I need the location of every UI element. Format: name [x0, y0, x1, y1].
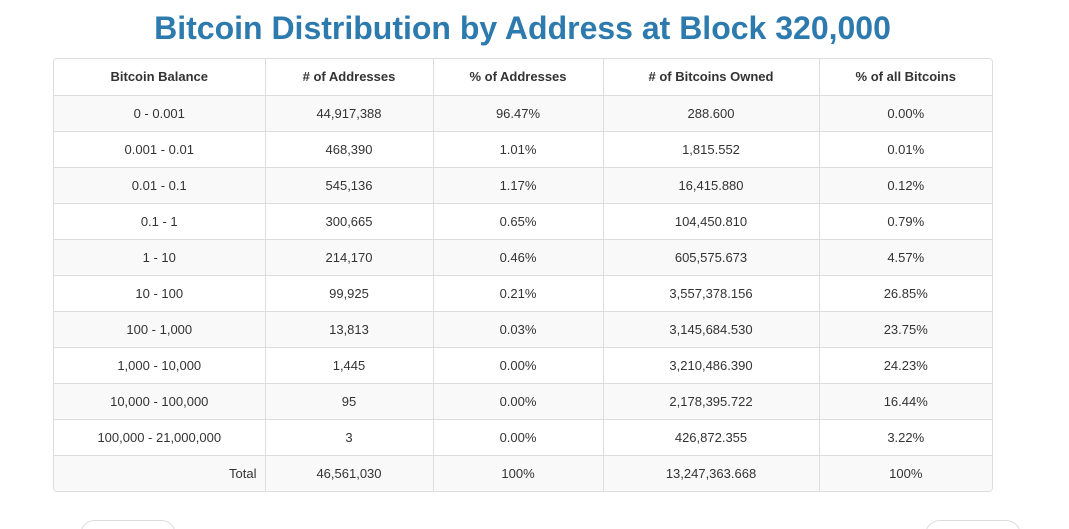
pct-addresses-cell: 1.01% — [432, 130, 604, 168]
pct-bitcoins-cell: 0.12% — [818, 166, 992, 204]
pct-bitcoins-cell: 24.23% — [818, 346, 992, 384]
pct-addresses-cell: 0.65% — [432, 202, 604, 240]
num-bitcoins-cell: 3,210,486.390 — [602, 346, 820, 384]
num-addresses-cell: 99,925 — [264, 274, 434, 312]
num-addresses-cell: 13,813 — [264, 310, 434, 348]
pct-bitcoins-cell: 26.85% — [818, 274, 992, 312]
distribution-table: Bitcoin Balance # of Addresses % of Addr… — [54, 59, 992, 491]
column-header-num-bitcoins[interactable]: # of Bitcoins Owned — [602, 59, 820, 96]
num-bitcoins-cell: 288.600 — [602, 94, 820, 132]
total-row: Total 46,561,030 100% 13,247,363.668 100% — [54, 454, 992, 491]
column-header-bitcoin-balance[interactable]: Bitcoin Balance — [54, 59, 266, 96]
pct-bitcoins-cell: 16.44% — [818, 382, 992, 420]
pct-bitcoins-cell: 0.01% — [818, 130, 992, 168]
num-addresses-cell: 545,136 — [264, 166, 434, 204]
num-addresses-cell: 3 — [264, 418, 434, 456]
pct-bitcoins-cell: 23.75% — [818, 310, 992, 348]
total-bitcoins-cell: 13,247,363.668 — [602, 454, 820, 491]
bitcoin-balance-cell: 1,000 - 10,000 — [54, 346, 266, 384]
num-addresses-cell: 300,665 — [264, 202, 434, 240]
bitcoin-balance-cell: 100 - 1,000 — [54, 310, 266, 348]
table-row: 1 - 10 214,170 0.46% 605,575.673 4.57% — [54, 238, 992, 276]
num-bitcoins-cell: 3,557,378.156 — [602, 274, 820, 312]
total-addresses-cell: 46,561,030 — [264, 454, 434, 491]
table-row: 0.1 - 1 300,665 0.65% 104,450.810 0.79% — [54, 202, 992, 240]
num-bitcoins-cell: 605,575.673 — [602, 238, 820, 276]
pct-addresses-cell: 0.21% — [432, 274, 604, 312]
num-addresses-cell: 214,170 — [264, 238, 434, 276]
num-addresses-cell: 44,917,388 — [264, 94, 434, 132]
pct-addresses-cell: 1.17% — [432, 166, 604, 204]
table-body: 0 - 0.001 44,917,388 96.47% 288.600 0.00% 0.0… — [54, 94, 992, 491]
table-row: 0 - 0.001 44,917,388 96.47% 288.600 0.00% — [54, 94, 992, 132]
num-bitcoins-cell: 426,872.355 — [602, 418, 820, 456]
num-bitcoins-cell: 2,178,395.722 — [602, 382, 820, 420]
table-row: 10 - 100 99,925 0.21% 3,557,378.156 26.85% — [54, 274, 992, 312]
table-header-row: Bitcoin Balance # of Addresses % of Addr… — [54, 59, 992, 96]
pct-bitcoins-cell: 4.57% — [818, 238, 992, 276]
total-pct-addresses-cell: 100% — [432, 454, 604, 491]
pct-addresses-cell: 0.00% — [432, 418, 604, 456]
column-header-pct-bitcoins[interactable]: % of all Bitcoins — [818, 59, 992, 96]
pct-bitcoins-cell: 3.22% — [818, 418, 992, 456]
bitcoin-balance-cell: 1 - 10 — [54, 238, 266, 276]
table-row: 0.001 - 0.01 468,390 1.01% 1,815.552 0.01% — [54, 130, 992, 168]
bitcoin-balance-cell: 0.1 - 1 — [54, 202, 266, 240]
total-pct-bitcoins-cell: 100% — [818, 454, 992, 491]
num-addresses-cell: 95 — [264, 382, 434, 420]
bitcoin-balance-cell: 10 - 100 — [54, 274, 266, 312]
bitcoin-balance-cell: 10,000 - 100,000 — [54, 382, 266, 420]
pct-addresses-cell: 0.03% — [432, 310, 604, 348]
table-row: 0.01 - 0.1 545,136 1.17% 16,415.880 0.12% — [54, 166, 992, 204]
pct-bitcoins-cell: 0.00% — [818, 94, 992, 132]
num-bitcoins-cell: 104,450.810 — [602, 202, 820, 240]
page-title: Bitcoin Distribution by Address at Block… — [154, 10, 891, 46]
distribution-table-container: Bitcoin Balance # of Addresses % of Addr… — [53, 58, 993, 492]
next-page-button[interactable] — [925, 520, 1021, 529]
pct-addresses-cell: 0.00% — [432, 346, 604, 384]
pct-addresses-cell: 0.46% — [432, 238, 604, 276]
previous-page-button[interactable] — [80, 520, 176, 529]
num-bitcoins-cell: 1,815.552 — [602, 130, 820, 168]
num-bitcoins-cell: 3,145,684.530 — [602, 310, 820, 348]
column-header-pct-addresses[interactable]: % of Addresses — [432, 59, 604, 96]
column-header-num-addresses[interactable]: # of Addresses — [264, 59, 434, 96]
total-label: Total — [54, 454, 266, 491]
table-row: 10,000 - 100,000 95 0.00% 2,178,395.722 16.4… — [54, 382, 992, 420]
bitcoin-balance-cell: 100,000 - 21,000,000 — [54, 418, 266, 456]
num-addresses-cell: 468,390 — [264, 130, 434, 168]
table-row: 1,000 - 10,000 1,445 0.00% 3,210,486.390 24.… — [54, 346, 992, 384]
pct-bitcoins-cell: 0.79% — [818, 202, 992, 240]
pct-addresses-cell: 0.00% — [432, 382, 604, 420]
bitcoin-balance-cell: 0.001 - 0.01 — [54, 130, 266, 168]
num-bitcoins-cell: 16,415.880 — [602, 166, 820, 204]
pct-addresses-cell: 96.47% — [432, 94, 604, 132]
table-row: 100 - 1,000 13,813 0.03% 3,145,684.530 23.75… — [54, 310, 992, 348]
table-row: 100,000 - 21,000,000 3 0.00% 426,872.355 3.2… — [54, 418, 992, 456]
bitcoin-balance-cell: 0.01 - 0.1 — [54, 166, 266, 204]
bitcoin-balance-cell: 0 - 0.001 — [54, 94, 266, 132]
num-addresses-cell: 1,445 — [264, 346, 434, 384]
